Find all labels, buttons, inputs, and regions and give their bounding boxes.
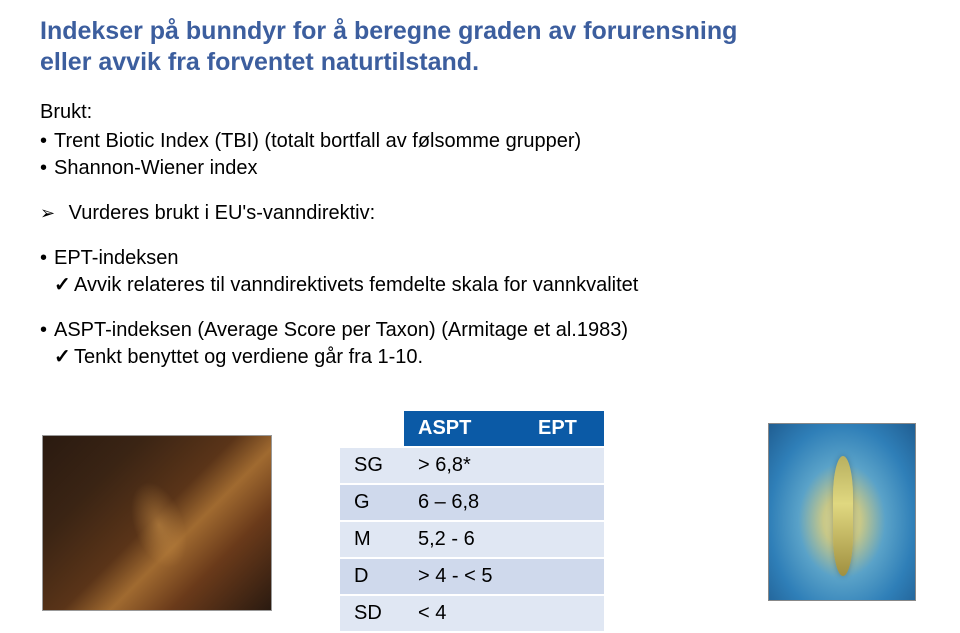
cell-ept [524, 558, 604, 595]
aspt-sub: Tenkt benyttet og verdiene går fra 1-10. [40, 344, 920, 371]
stonefly-image [42, 435, 272, 611]
aspt-label: ASPT-indeksen (Average Score per Taxon) … [40, 317, 920, 344]
cell-rowlabel: M [340, 521, 404, 558]
cell-aspt: 5,2 - 6 [404, 521, 524, 558]
table-row: G 6 – 6,8 [340, 484, 604, 521]
aspt-block: ASPT-indeksen (Average Score per Taxon) … [40, 317, 920, 371]
table-header-aspt: ASPT [404, 411, 524, 447]
list-item: Trent Biotic Index (TBI) (totalt bortfal… [40, 128, 920, 155]
title-line1: Indekser på bunndyr for å beregne graden… [40, 17, 737, 45]
vurderes-line: Vurderes brukt i EU's-vanndirektiv: [40, 202, 920, 225]
mayfly-image [768, 423, 916, 601]
cell-ept [524, 484, 604, 521]
title-line2: eller avvik fra forventet naturtilstand. [40, 48, 479, 76]
table-header-ept: EPT [524, 411, 604, 447]
table-header-row: ASPT EPT [340, 411, 604, 447]
brukt-list: Trent Biotic Index (TBI) (totalt bortfal… [40, 128, 920, 182]
table-row: SD < 4 [340, 595, 604, 632]
cell-rowlabel: D [340, 558, 404, 595]
cell-aspt: > 6,8* [404, 447, 524, 484]
ept-label: EPT-indeksen [40, 245, 920, 272]
cell-aspt: 6 – 6,8 [404, 484, 524, 521]
table-row: M 5,2 - 6 [340, 521, 604, 558]
cell-ept [524, 447, 604, 484]
ept-sub: Avvik relateres til vanndirektivets femd… [40, 272, 920, 299]
brukt-label: Brukt: [40, 101, 920, 124]
ept-block: EPT-indeksen Avvik relateres til vanndir… [40, 245, 920, 299]
lower-region: ASPT EPT SG > 6,8* G 6 – 6,8 M 5,2 - 6 D [0, 411, 960, 611]
cell-aspt: < 4 [404, 595, 524, 632]
table-row: D > 4 - < 5 [340, 558, 604, 595]
aspt-label-text: ASPT-indeksen (Average Score per Taxon) … [54, 319, 628, 341]
list-item: Shannon-Wiener index [40, 155, 920, 182]
table-header-blank [340, 411, 404, 447]
cell-rowlabel: G [340, 484, 404, 521]
vurderes-text: Vurderes brukt i EU's-vanndirektiv: [69, 202, 376, 224]
cell-rowlabel: SG [340, 447, 404, 484]
page-title: Indekser på bunndyr for å beregne graden… [40, 16, 920, 79]
cell-aspt: > 4 - < 5 [404, 558, 524, 595]
cell-ept [524, 521, 604, 558]
cell-ept [524, 595, 604, 632]
table-row: SG > 6,8* [340, 447, 604, 484]
index-table: ASPT EPT SG > 6,8* G 6 – 6,8 M 5,2 - 6 D [340, 411, 604, 633]
cell-rowlabel: SD [340, 595, 404, 632]
